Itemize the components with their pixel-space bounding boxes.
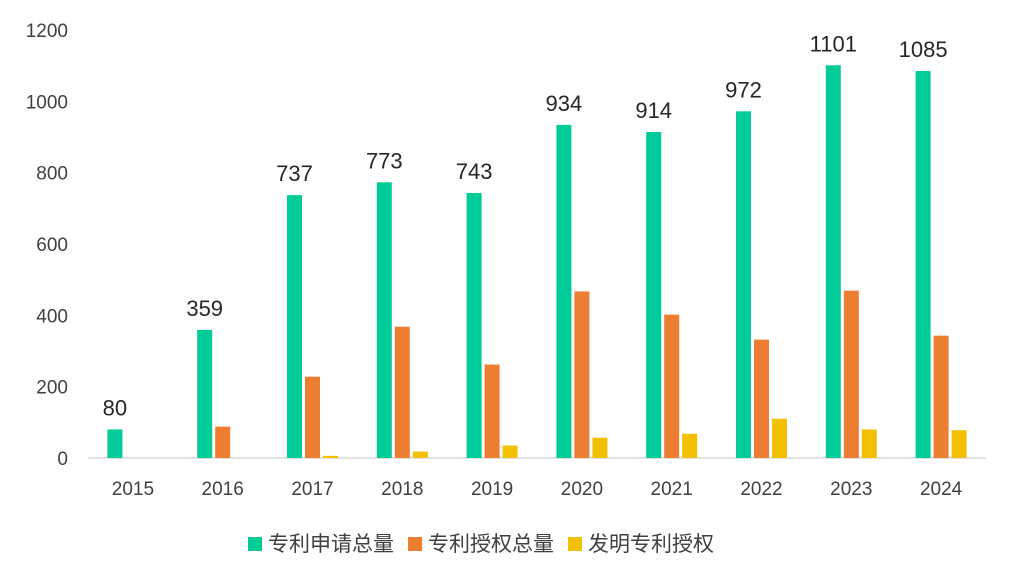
x-tick-label: 2022 (740, 479, 782, 500)
legend-swatch-2 (408, 537, 422, 551)
x-tick-label: 2023 (830, 479, 872, 500)
x-tick-label: 2017 (291, 479, 333, 500)
x-tick-label: 2024 (920, 479, 963, 500)
legend-label-1: 专利申请总量 (268, 533, 394, 556)
x-tick-label: 2016 (202, 479, 244, 500)
bar-series-1-2018 (376, 182, 392, 458)
data-label-2022: 972 (725, 77, 762, 102)
bars (107, 65, 967, 459)
bar-series-2-2017 (305, 376, 320, 458)
bar-series-1-2020 (556, 124, 572, 458)
bar-series-1-2024 (915, 71, 931, 459)
y-tick-label: 600 (36, 235, 68, 256)
x-axis-ticks: 2015 2016 2017 2018 2019 2020 2021 2022 2023 2024 (112, 479, 963, 500)
data-labels: 80 359 737 773 743 934 914 972 1101 1085 (103, 31, 948, 420)
bar-series-3-2021 (682, 433, 698, 458)
data-label-2024: 1085 (899, 37, 948, 62)
y-tick-label: 1000 (26, 92, 68, 113)
bar-series-3-2024 (951, 430, 967, 458)
bar-series-2-2021 (664, 314, 680, 458)
y-tick-label: 800 (36, 164, 68, 185)
data-label-2018: 773 (366, 148, 403, 173)
x-tick-label: 2021 (651, 479, 693, 500)
data-label-2023: 1101 (810, 31, 857, 56)
bar-series-1-2019 (466, 192, 482, 458)
data-label-2017: 737 (276, 161, 313, 186)
bar-series-2-2023 (843, 290, 859, 458)
data-label-2019: 743 (456, 159, 493, 184)
legend-label-3: 发明专利授权 (588, 533, 714, 556)
bar-series-1-2022 (736, 111, 751, 458)
data-label-2021: 914 (635, 98, 672, 123)
y-axis-ticks: 0 200 400 600 800 1000 1200 (26, 21, 68, 470)
bar-series-3-2017 (323, 455, 338, 458)
bar-series-3-2022 (772, 418, 787, 458)
y-tick-label: 1200 (26, 21, 68, 42)
bar-series-1-2016 (197, 329, 213, 458)
bar-series-2-2024 (933, 335, 949, 458)
data-label-2015: 80 (103, 395, 127, 420)
bar-series-1-2017 (287, 195, 302, 459)
bar-series-3-2019 (502, 445, 518, 458)
bar-series-2-2018 (394, 326, 410, 458)
y-tick-label: 200 (36, 378, 68, 399)
bar-series-1-2015 (107, 429, 123, 458)
x-tick-label: 2015 (112, 479, 154, 500)
data-label-2020: 934 (546, 91, 583, 116)
bar-series-3-2018 (412, 451, 428, 458)
data-label-2016: 359 (186, 296, 223, 321)
bar-series-2-2020 (574, 291, 590, 458)
x-tick-label: 2018 (381, 479, 423, 500)
bar-series-1-2023 (825, 65, 841, 458)
y-tick-label: 0 (57, 449, 68, 470)
bar-series-2-2019 (484, 364, 500, 458)
legend-label-2: 专利授权总量 (428, 533, 554, 556)
bar-series-3-2020 (592, 437, 608, 458)
bar-series-2-2022 (754, 339, 769, 458)
x-tick-label: 2019 (471, 479, 513, 500)
bar-series-1-2021 (646, 132, 662, 459)
y-tick-label: 400 (36, 306, 68, 327)
x-tick-label: 2020 (561, 479, 603, 500)
legend: 专利申请总量 专利授权总量 发明专利授权 (248, 533, 714, 556)
bar-series-3-2023 (861, 429, 877, 458)
bar-series-2-2016 (215, 426, 231, 458)
legend-swatch-3 (568, 537, 582, 551)
legend-swatch-1 (248, 537, 262, 551)
